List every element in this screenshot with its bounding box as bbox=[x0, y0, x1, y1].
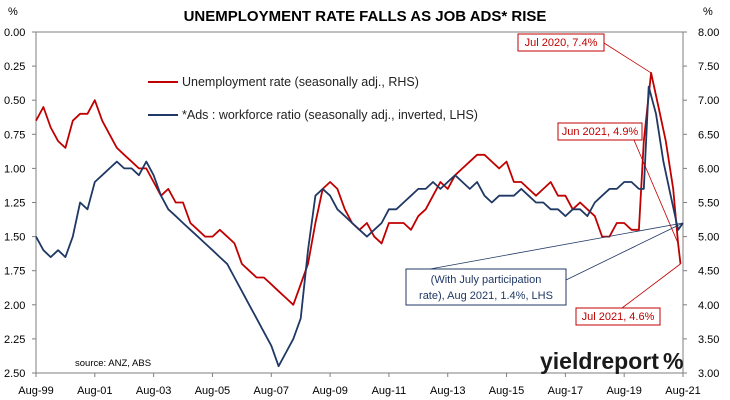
left-axis-tick-label: 2.50 bbox=[4, 368, 25, 380]
x-axis-tick-label: Aug-19 bbox=[606, 385, 641, 397]
annotation-jun-2021: Jun 2021, 4.9% bbox=[562, 126, 639, 138]
annotation-leader-aug-2021-b bbox=[565, 222, 684, 281]
x-axis-tick-label: Aug-11 bbox=[372, 385, 407, 397]
right-axis: 3.00 3.50 4.00 4.50 5.00 5.50 6.00 6.50 7.00 7.50… bbox=[683, 27, 719, 380]
left-axis-tick-label: 1.75 bbox=[4, 266, 25, 278]
series-layer bbox=[35, 72, 684, 368]
annotation-jul-2020: Jul 2020, 7.4% bbox=[525, 37, 598, 49]
x-axis-tick-label: Aug-17 bbox=[548, 385, 583, 397]
right-axis-unit: % bbox=[703, 6, 713, 18]
right-axis-tick-label: 7.00 bbox=[698, 95, 719, 107]
annotation-aug-2021-line2: rate), Aug 2021, 1.4%, LHS bbox=[419, 290, 553, 302]
right-axis-tick-label: 5.50 bbox=[698, 198, 719, 210]
right-axis-tick-label: 8.00 bbox=[698, 27, 719, 39]
annotation-leader-aug-2021-a bbox=[429, 222, 684, 270]
x-axis-tick-label: Aug-99 bbox=[18, 385, 53, 397]
right-axis-tick-label: 6.50 bbox=[698, 129, 719, 141]
logo-percent-symbol: % bbox=[663, 348, 683, 374]
left-axis-unit: % bbox=[8, 6, 18, 18]
right-axis-tick-label: 4.50 bbox=[698, 266, 719, 278]
series-line-ads bbox=[35, 85, 684, 368]
yieldreport-logo: yieldreport % bbox=[540, 348, 683, 374]
series-line-unemployment bbox=[35, 72, 682, 306]
left-axis-tick-label: 1.00 bbox=[4, 163, 25, 175]
x-axis-tick-label: Aug-21 bbox=[665, 385, 700, 397]
left-axis-tick-label: 2.25 bbox=[4, 334, 25, 346]
right-axis-tick-label: 4.00 bbox=[698, 300, 719, 312]
logo-text-main: yield bbox=[540, 348, 592, 374]
annotation-box-jul-2021 bbox=[575, 307, 661, 326]
right-axis-tick-label: 7.50 bbox=[698, 61, 719, 73]
x-axis-tick-label: Aug-03 bbox=[136, 385, 171, 397]
x-axis-tick-label: Aug-07 bbox=[254, 385, 289, 397]
annotation-box-jun-2021 bbox=[557, 122, 643, 141]
x-axis-tick-label: Aug-01 bbox=[77, 385, 112, 397]
annotation-box-jul-2020 bbox=[517, 33, 605, 52]
left-axis-tick-label: 1.50 bbox=[4, 232, 25, 244]
source-note: source: ANZ, ABS bbox=[75, 358, 151, 369]
x-axis: Aug-99 Aug-01 Aug-03 Aug-05 Aug-07 Aug-09 Aug-… bbox=[18, 373, 701, 397]
legend-label-unemployment: Unemployment rate (seasonally adj., RHS) bbox=[182, 75, 419, 89]
left-axis: 0.00 0.25 0.50 0.75 1.00 1.25 1.50 1.75 2.00 2.25… bbox=[4, 27, 36, 380]
legend: Unemployment rate (seasonally adj., RHS)… bbox=[148, 75, 478, 122]
left-axis-tick-label: 0.25 bbox=[4, 61, 25, 73]
left-axis-tick-label: 2.00 bbox=[4, 300, 25, 312]
annotation-box-aug-2021 bbox=[405, 268, 567, 306]
x-axis-tick-label: Aug-05 bbox=[195, 385, 230, 397]
right-axis-tick-label: 3.00 bbox=[698, 368, 719, 380]
annotation-leader-jun-2021 bbox=[633, 139, 679, 244]
annotation-leader-jul-2020 bbox=[603, 42, 652, 74]
x-axis-tick-label: Aug-09 bbox=[312, 385, 347, 397]
left-axis-tick-label: 0.50 bbox=[4, 95, 25, 107]
left-axis-tick-label: 0.75 bbox=[4, 129, 25, 141]
x-axis-tick-label: Aug-15 bbox=[489, 385, 524, 397]
right-axis-tick-label: 6.00 bbox=[698, 163, 719, 175]
chart-title: UNEMPLOYMENT RATE FALLS AS JOB ADS* RISE bbox=[184, 8, 547, 25]
logo-text-bold: report bbox=[592, 348, 659, 374]
right-axis-tick-label: 3.50 bbox=[698, 334, 719, 346]
annotation-aug-2021-line1: (With July participation bbox=[431, 274, 542, 286]
annotation-layer: Jul 2020, 7.4% Jun 2021, 4.9% Jul 2021, … bbox=[405, 33, 684, 326]
left-axis-tick-label: 0.00 bbox=[4, 27, 25, 39]
right-axis-tick-label: 5.00 bbox=[698, 232, 719, 244]
annotation-jul-2021: Jul 2021, 4.6% bbox=[582, 311, 655, 323]
left-axis-tick-label: 1.25 bbox=[4, 198, 25, 210]
legend-label-ads: *Ads : workforce ratio (seasonally adj.,… bbox=[182, 108, 478, 122]
svg-text:yieldreport: yieldreport bbox=[540, 348, 659, 374]
x-axis-tick-label: Aug-13 bbox=[430, 385, 465, 397]
annotation-leader-jul-2021 bbox=[621, 263, 681, 309]
